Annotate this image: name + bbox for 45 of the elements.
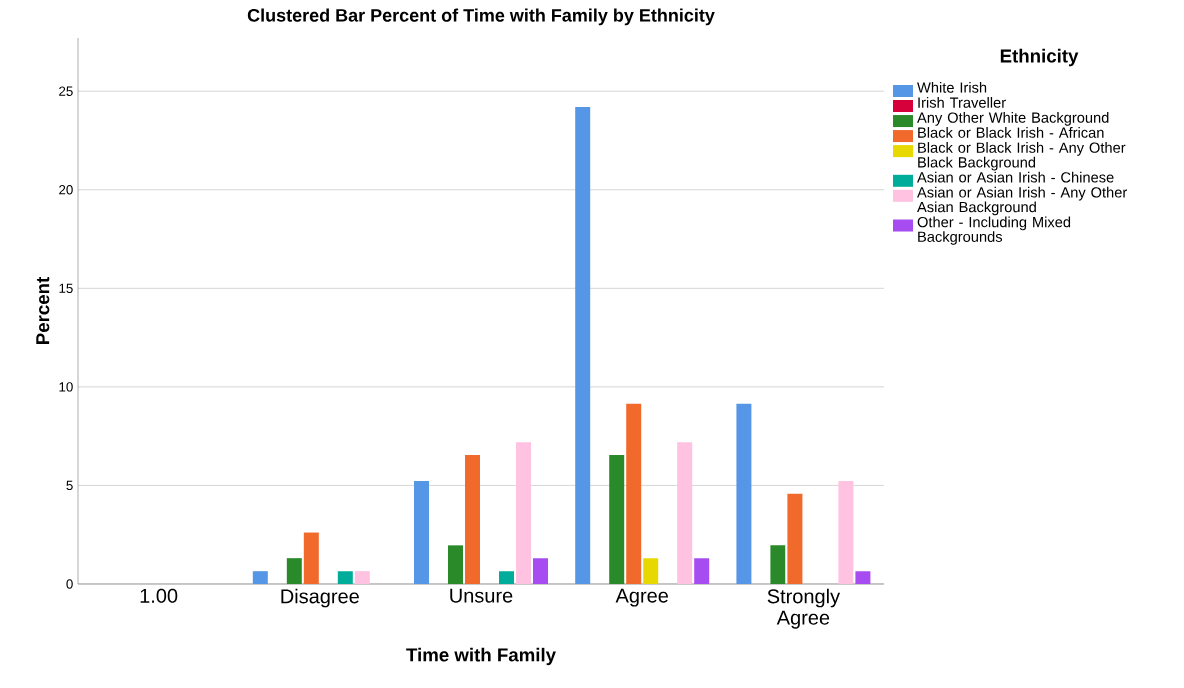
bar <box>516 442 532 584</box>
legend-label: Irish Traveller <box>918 97 1006 108</box>
y-tick-label: 15 <box>59 283 73 293</box>
legend-label: Any Other White Background <box>917 112 1109 126</box>
legend-label: Other - Including Mixed Backgrounds <box>917 216 1071 245</box>
bar <box>770 545 786 584</box>
legend-label: White Irish <box>917 81 987 93</box>
bar <box>694 558 710 584</box>
x-tick-label: Disagree <box>281 588 359 608</box>
bar <box>575 106 591 584</box>
legend-label: Black or Black Irish - African <box>918 127 1104 138</box>
x-tick-label: 1.00 <box>140 588 178 603</box>
bar <box>354 571 370 584</box>
legend-label: Asian or Asian Irish - Chinese <box>917 171 1114 183</box>
bar <box>855 571 871 584</box>
bar <box>838 480 854 584</box>
chart-title: Clustered Bar Percent of Time with Family by Ethnicity <box>247 8 715 26</box>
y-tick-label: 5 <box>66 480 73 491</box>
x-tick-label: Strongly Agree <box>767 588 841 629</box>
y-axis-title: Percent <box>36 276 50 344</box>
bar <box>303 532 319 584</box>
x-tick-label: Unsure <box>450 588 513 603</box>
bar <box>736 403 752 584</box>
y-tick-label: 25 <box>59 86 73 96</box>
bar <box>286 558 302 584</box>
bar <box>337 571 353 584</box>
bar <box>465 455 481 584</box>
bar <box>609 455 625 584</box>
legend-title: Ethnicity <box>1000 48 1079 67</box>
bar <box>448 545 464 584</box>
y-tick-label: 20 <box>59 185 73 195</box>
x-axis-title: Time with Family <box>406 647 556 666</box>
bar <box>677 442 693 584</box>
bar <box>787 493 803 584</box>
bar <box>533 558 549 584</box>
bar <box>414 480 430 584</box>
y-tick-label: 10 <box>59 382 73 392</box>
bar <box>252 571 268 584</box>
legend-label: Asian or Asian Irish - Any Other Asian Background <box>917 186 1128 216</box>
y-tick-label: 0 <box>66 579 73 589</box>
legend-label: Black or Black Irish - Any Other Black Background <box>918 142 1126 171</box>
x-tick-label: Agree <box>615 588 668 607</box>
bar <box>626 403 642 584</box>
bar <box>643 558 659 584</box>
bar <box>499 571 515 584</box>
